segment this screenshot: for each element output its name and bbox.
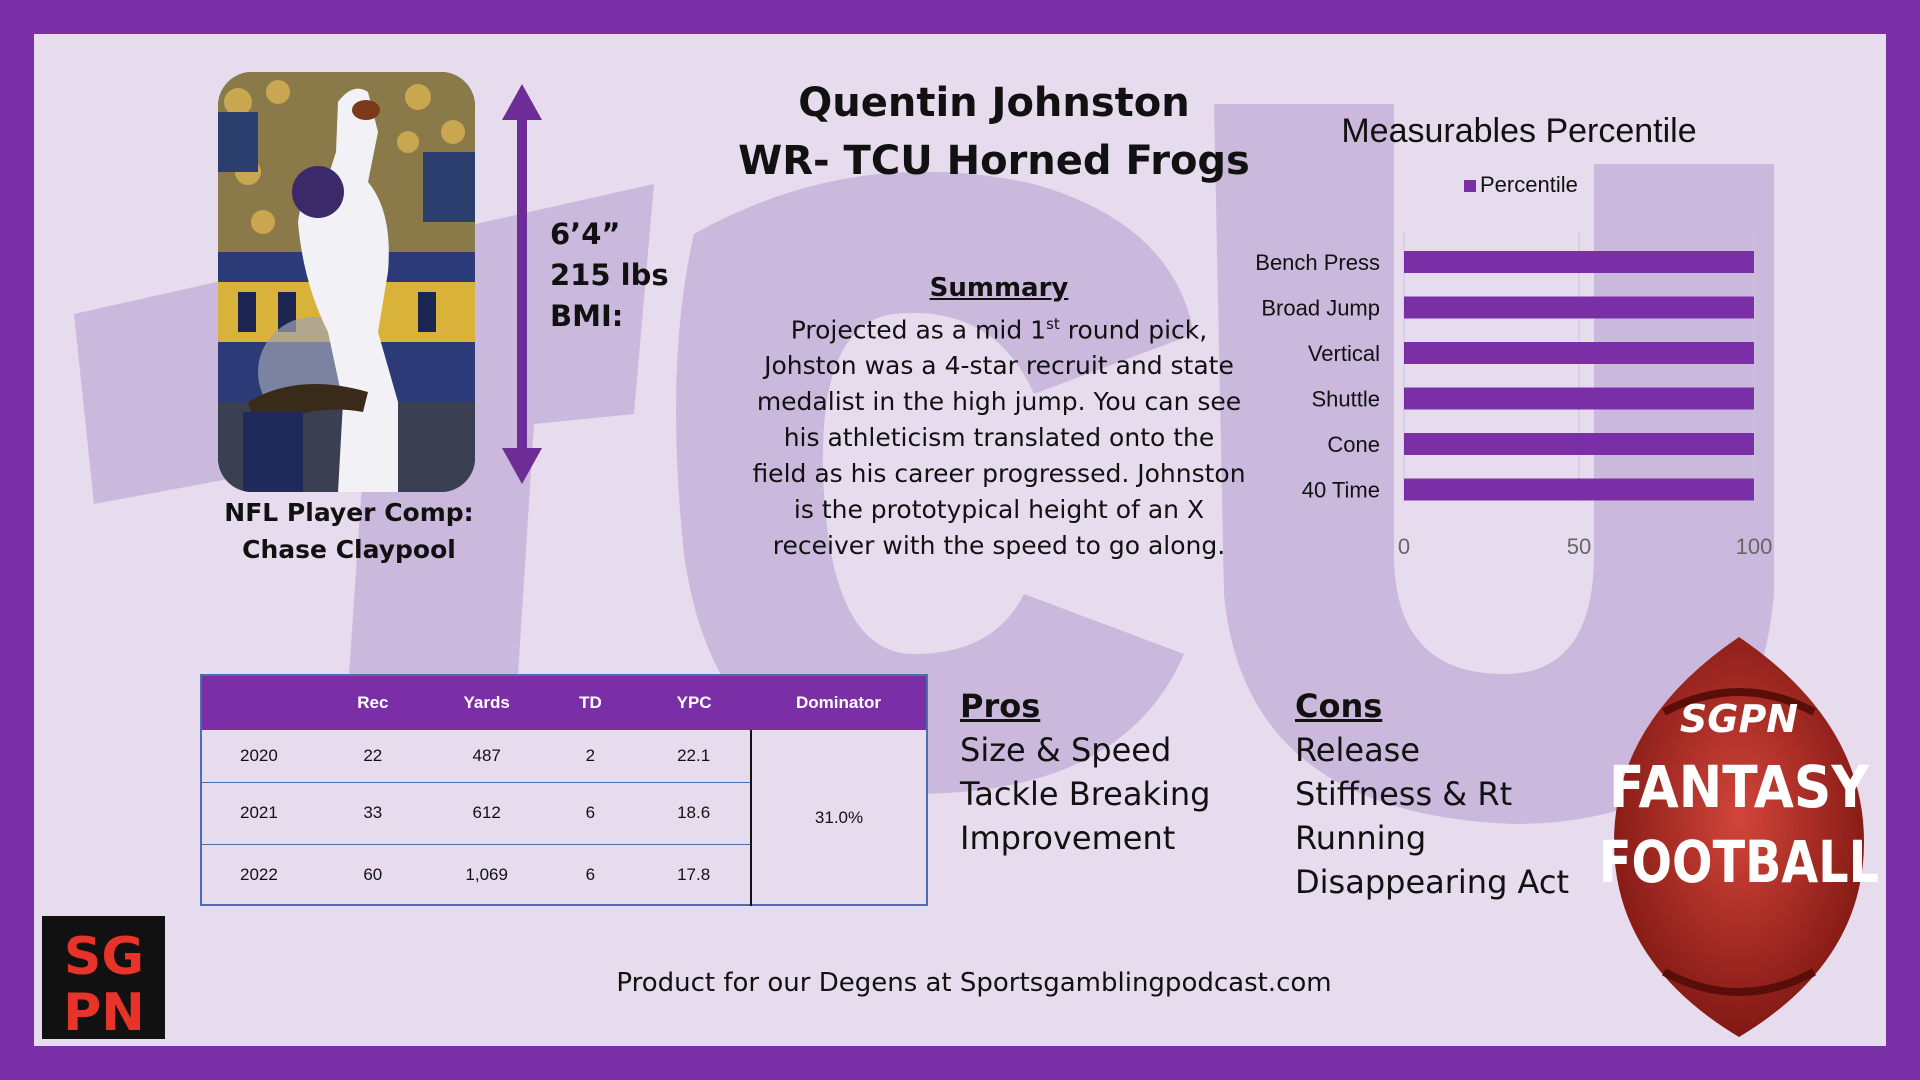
bar-bench-press [1404,251,1754,273]
legend-swatch [1464,180,1476,192]
tick-label: 50 [1567,534,1591,559]
summary-line: field as his career progressed. Johnston [752,459,1246,489]
header-td: TD [543,676,638,730]
bar-vertical [1404,342,1754,364]
measurables-chart: Measurables Percentile Percentile Bench … [1255,112,1773,559]
category-label: Broad Jump [1261,296,1380,321]
player-comp-name: Chase Claypool [242,535,456,564]
summary-heading: Summary [929,273,1069,303]
logo-fantasy: FANTASY [1609,753,1870,821]
summary-line: Johston was a 4-star recruit and state [764,351,1234,381]
player-position-team: WR- TCU Horned Frogs [738,138,1250,184]
list-item: Improvement [960,819,1176,857]
summary-line: Projected as a mid 1st round pick, [790,315,1208,345]
header-year [202,676,316,730]
list-item: Tackle Breaking [960,775,1211,813]
table-row: 2022 60 1,069 6 17.8 [240,865,711,885]
summary-line: medalist in the high jump. You can see [756,387,1242,417]
fantasy-football-logo: SGPN FANTASY FOOTBALL [1599,637,1879,1037]
height-value: 6’4” [550,217,621,251]
legend-label: Percentile [1480,172,1578,197]
table-row: 2020 22 487 2 22.1 31.0% [202,730,926,906]
weight-value: 215 lbs [550,258,669,292]
bar-shuttle [1404,387,1754,410]
header-yards: Yards [429,676,544,730]
tick-label: 0 [1398,534,1410,559]
measurements: 6’4” 215 lbs BMI: [550,214,669,337]
table-row: 2021 33 612 6 18.6 [202,782,926,844]
logo-football: FOOTBALL [1599,828,1879,896]
category-label: Vertical [1308,341,1380,366]
list-item: Stiffness & Rt [1295,775,1513,813]
bar-broad-jump [1404,296,1754,319]
summary-line: receiver with the speed to go along. [772,531,1226,561]
graphic-panel: Quentin Johnston WR- TCU Horned Frogs [34,34,1886,1046]
list-item: Running [1295,819,1427,857]
cons-list: Cons Release Stiffness & Rt Running Disa… [1295,684,1569,904]
player-title: Quentin Johnston WR- TCU Horned Frogs [674,74,1314,190]
list-item: Size & Speed [960,731,1172,769]
header-dominator: Dominator [751,676,926,730]
player-comp: NFL Player Comp: Chase Claypool [214,494,484,568]
chart-title: Measurables Percentile [1341,112,1696,150]
summary-line: his athleticism translated onto the [783,423,1215,453]
sgpn-logo: SG PN [42,916,165,1043]
category-label: Bench Press [1255,250,1380,275]
header-ypc: YPC [637,676,752,730]
header-rec: Rec [315,676,430,730]
tick-label: 100 [1736,534,1773,559]
pros-list: Pros Size & Speed Tackle Breaking Improv… [960,684,1210,860]
stats-header-row: Rec Yards TD YPC Dominator [202,676,926,730]
category-label: Shuttle [1312,387,1381,412]
bar-40-time [1404,478,1754,501]
stats-table: Rec Yards TD YPC Dominator 2020 22 487 2… [200,674,928,906]
list-item: Release [1295,731,1421,769]
bar-cone [1404,433,1754,455]
list-item: Disappearing Act [1295,863,1570,901]
svg-text:SG: SG [64,927,144,987]
summary-line: is the prototypical height of an X [793,495,1205,525]
dominator-value: 31.0% [750,730,926,906]
summary-block: Summary Projected as a mid 1st round pic… [724,270,1274,564]
category-label: 40 Time [1302,478,1380,503]
logo-sgpn-small: SGPN [1680,697,1798,741]
cons-heading: Cons [1295,687,1383,725]
height-arrow [502,84,542,484]
svg-text:PN: PN [63,983,145,1039]
player-photo [218,72,475,492]
bmi-label: BMI: [550,299,624,333]
footer-text: Product for our Degens at Sportsgambling… [616,968,1332,998]
pros-heading: Pros [960,687,1041,725]
player-comp-label: NFL Player Comp: [224,498,474,527]
category-label: Cone [1327,432,1380,457]
player-name: Quentin Johnston [798,80,1190,126]
